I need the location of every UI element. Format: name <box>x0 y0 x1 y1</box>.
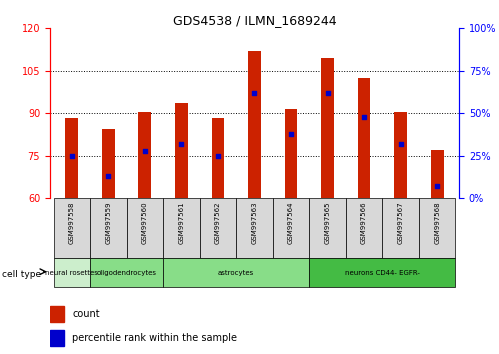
Text: GSM997564: GSM997564 <box>288 201 294 244</box>
FancyBboxPatch shape <box>90 198 127 258</box>
FancyBboxPatch shape <box>127 198 163 258</box>
Text: oligodendrocytes: oligodendrocytes <box>97 270 157 275</box>
Point <box>397 141 405 147</box>
Bar <box>248 51 261 198</box>
FancyBboxPatch shape <box>309 198 346 258</box>
Text: neural rosettes: neural rosettes <box>45 270 98 275</box>
Text: GSM997558: GSM997558 <box>69 201 75 244</box>
Text: GSM997565: GSM997565 <box>324 201 330 244</box>
Text: GSM997561: GSM997561 <box>179 201 185 244</box>
Point <box>287 131 295 137</box>
Bar <box>50 306 64 322</box>
Bar <box>65 118 78 198</box>
Bar <box>212 118 225 198</box>
Text: GSM997563: GSM997563 <box>251 201 257 244</box>
Text: neurons CD44- EGFR-: neurons CD44- EGFR- <box>345 270 420 275</box>
FancyBboxPatch shape <box>53 258 90 287</box>
FancyBboxPatch shape <box>382 198 419 258</box>
Bar <box>50 330 64 346</box>
Bar <box>431 150 444 198</box>
Text: cell type: cell type <box>2 270 41 279</box>
Point <box>104 173 112 179</box>
Point <box>360 114 368 120</box>
Bar <box>394 112 407 198</box>
Point <box>178 141 186 147</box>
Text: percentile rank within the sample: percentile rank within the sample <box>72 332 238 343</box>
FancyBboxPatch shape <box>53 198 90 258</box>
FancyBboxPatch shape <box>273 198 309 258</box>
Point <box>141 148 149 154</box>
Title: GDS4538 / ILMN_1689244: GDS4538 / ILMN_1689244 <box>173 14 336 27</box>
Text: GSM997567: GSM997567 <box>398 201 404 244</box>
Point <box>433 183 441 189</box>
FancyBboxPatch shape <box>90 258 163 287</box>
FancyBboxPatch shape <box>163 258 309 287</box>
Text: count: count <box>72 309 100 319</box>
FancyBboxPatch shape <box>309 258 456 287</box>
Text: GSM997568: GSM997568 <box>434 201 440 244</box>
Text: GSM997559: GSM997559 <box>105 201 111 244</box>
FancyBboxPatch shape <box>419 198 456 258</box>
Point <box>323 90 331 96</box>
Point <box>68 153 76 159</box>
Text: GSM997562: GSM997562 <box>215 201 221 244</box>
Text: GSM997566: GSM997566 <box>361 201 367 244</box>
Bar <box>175 103 188 198</box>
Bar <box>284 109 297 198</box>
Bar <box>358 78 370 198</box>
Text: astrocytes: astrocytes <box>218 270 254 275</box>
Bar <box>321 58 334 198</box>
Bar <box>139 112 151 198</box>
FancyBboxPatch shape <box>236 198 273 258</box>
FancyBboxPatch shape <box>200 198 236 258</box>
FancyBboxPatch shape <box>346 198 382 258</box>
Point <box>214 153 222 159</box>
Text: GSM997560: GSM997560 <box>142 201 148 244</box>
FancyBboxPatch shape <box>163 198 200 258</box>
Point <box>250 90 258 96</box>
Bar <box>102 129 115 198</box>
